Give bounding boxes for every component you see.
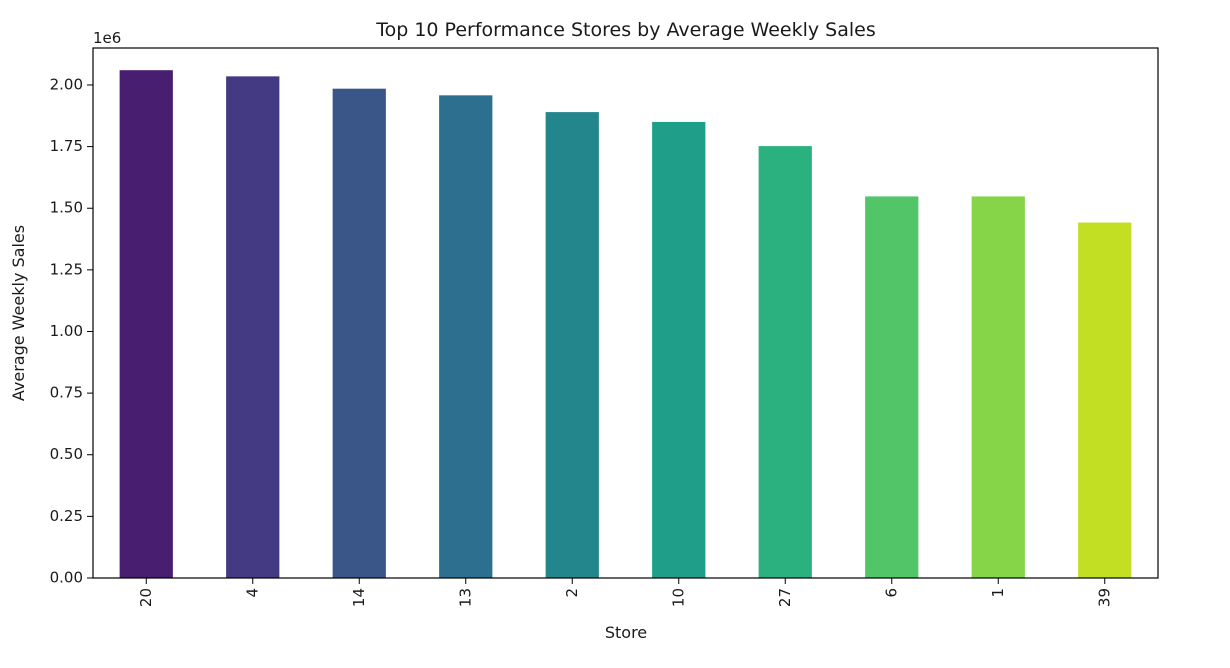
y-tick-label: 1.25 [50, 260, 83, 278]
bar-store-2 [545, 112, 599, 579]
x-tick-label: 20 [137, 588, 155, 607]
bar-store-13 [439, 95, 493, 578]
y-tick-label: 1.00 [50, 322, 83, 340]
y-axis-offset-label: 1e6 [93, 29, 121, 47]
bar-store-39 [1078, 222, 1132, 579]
bar-store-27 [758, 146, 812, 578]
x-tick-label: 14 [350, 588, 368, 607]
y-tick-label: 0.00 [50, 569, 83, 587]
bar-store-1 [971, 196, 1025, 578]
plot-frame [92, 47, 1159, 579]
x-tick-label: 10 [669, 588, 687, 607]
chart-title: Top 10 Performance Stores by Average Wee… [375, 19, 876, 41]
x-axis-label: Store [605, 623, 647, 642]
x-tick-label: 39 [1095, 588, 1113, 607]
y-tick-label: 0.25 [50, 507, 83, 525]
bar-store-4 [226, 76, 280, 578]
y-tick-label: 0.75 [50, 384, 83, 402]
x-tick-label: 2 [563, 588, 581, 598]
x-tick-label: 6 [882, 588, 900, 598]
y-tick-label: 0.50 [50, 445, 83, 463]
bar-store-6 [865, 196, 919, 578]
x-tick-label: 13 [456, 588, 474, 607]
x-tick-label: 27 [776, 588, 794, 607]
y-tick-label: 2.00 [50, 75, 83, 93]
bar-store-20 [119, 70, 173, 579]
plot-area: 20 4 14 13 2 10 27 6 1 39 0.00 0.25 0.50 0.75 1.00 1.25… [50, 70, 1132, 607]
bar-store-14 [332, 88, 386, 579]
bar-store-10 [652, 121, 706, 578]
y-tick-label: 1.75 [50, 137, 83, 155]
x-tick-label: 1 [989, 588, 1007, 598]
x-tick-label: 4 [243, 588, 261, 598]
y-axis-label: Average Weekly Sales [9, 225, 28, 401]
y-tick-label: 1.50 [50, 199, 83, 217]
